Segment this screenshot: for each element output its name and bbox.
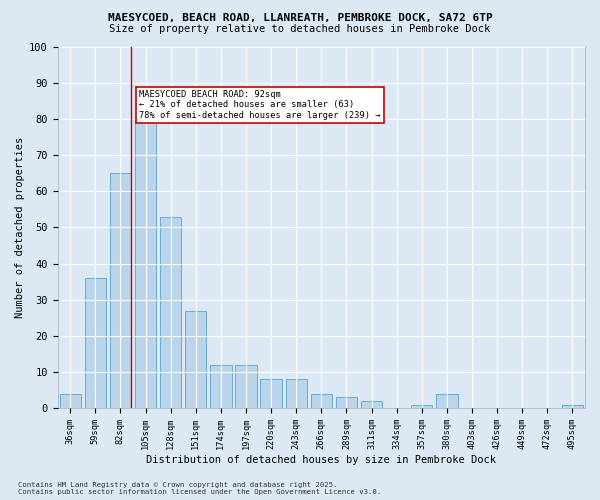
Bar: [436, 394, 458, 408]
Text: MAESYCOED BEACH ROAD: 92sqm
← 21% of detached houses are smaller (63)
78% of sem: MAESYCOED BEACH ROAD: 92sqm ← 21% of det…: [139, 90, 381, 120]
Y-axis label: Number of detached properties: Number of detached properties: [15, 136, 25, 318]
Bar: [411, 404, 433, 408]
Text: Contains public sector information licensed under the Open Government Licence v3: Contains public sector information licen…: [18, 489, 381, 495]
Bar: [311, 394, 332, 408]
Bar: [210, 365, 232, 408]
Bar: [160, 216, 181, 408]
Bar: [336, 398, 357, 408]
Text: Contains HM Land Registry data © Crown copyright and database right 2025.: Contains HM Land Registry data © Crown c…: [18, 482, 337, 488]
Bar: [59, 394, 81, 408]
Bar: [85, 278, 106, 408]
Text: MAESYCOED, BEACH ROAD, LLANREATH, PEMBROKE DOCK, SA72 6TP: MAESYCOED, BEACH ROAD, LLANREATH, PEMBRO…: [107, 12, 493, 22]
Bar: [361, 401, 382, 408]
Bar: [135, 119, 156, 408]
Bar: [110, 173, 131, 408]
Bar: [235, 365, 257, 408]
Bar: [562, 404, 583, 408]
Bar: [185, 310, 206, 408]
X-axis label: Distribution of detached houses by size in Pembroke Dock: Distribution of detached houses by size …: [146, 455, 496, 465]
Bar: [286, 380, 307, 408]
Text: Size of property relative to detached houses in Pembroke Dock: Size of property relative to detached ho…: [109, 24, 491, 34]
Bar: [260, 380, 282, 408]
